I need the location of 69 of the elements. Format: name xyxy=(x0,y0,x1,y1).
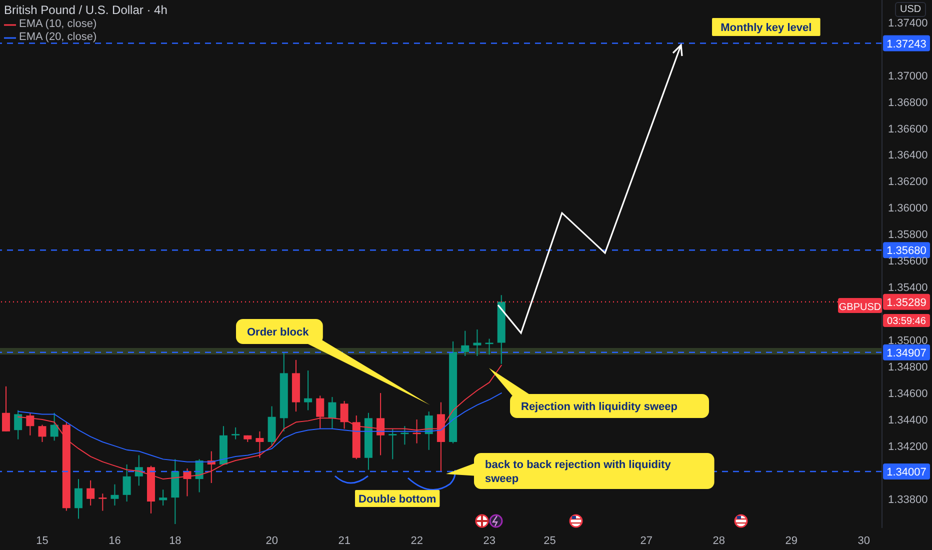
x-tick-label: 22 xyxy=(410,534,423,547)
chart-title: British Pound / U.S. Dollar · 4h xyxy=(4,3,168,17)
x-tick-label: 29 xyxy=(785,534,798,547)
y-tick-label: 1.35600 xyxy=(888,256,928,268)
candlestick xyxy=(134,454,143,486)
legend-label: EMA (20, close) xyxy=(18,31,97,44)
legend-label: EMA (10, close) xyxy=(18,18,97,31)
y-tick-label: 1.37000 xyxy=(888,70,928,82)
x-tick-label: 21 xyxy=(338,534,350,547)
candlestick xyxy=(2,386,10,432)
y-tick-label: 1.36800 xyxy=(888,96,928,109)
candlestick xyxy=(340,400,348,430)
y-tick-label: 1.35400 xyxy=(888,282,928,294)
candlestick xyxy=(256,430,264,458)
y-tick-label: 1.33800 xyxy=(888,494,928,506)
candlestick xyxy=(400,426,409,446)
candlestick xyxy=(388,428,397,460)
candlestick xyxy=(14,410,22,440)
candlestick xyxy=(304,370,312,411)
y-tick-label: 1.35000 xyxy=(888,334,928,347)
candlestick xyxy=(50,412,58,442)
x-tick-label: 18 xyxy=(169,534,182,547)
candlestick xyxy=(473,329,482,356)
x-tick-label: 16 xyxy=(108,534,121,547)
text: 03:59:46 xyxy=(887,316,926,327)
candlestick xyxy=(485,338,494,356)
candlestick xyxy=(316,395,324,430)
annotation: GBPUSD xyxy=(838,302,882,313)
x-tick-label: 20 xyxy=(266,534,278,547)
candlestick xyxy=(74,478,82,520)
y-tick-label: 1.36400 xyxy=(888,150,928,162)
y-tick-label: 1.34800 xyxy=(888,361,928,374)
candlestick xyxy=(26,412,34,436)
candlestick xyxy=(110,484,119,506)
ref-line-label: 1.37243 xyxy=(886,38,926,50)
x-tick-label: 23 xyxy=(483,534,496,547)
y-tick-label: 1.35800 xyxy=(888,229,928,242)
candlestick xyxy=(38,424,46,442)
y-tick-label: 1.34600 xyxy=(888,388,928,400)
ref-line-label: 1.35289 xyxy=(886,296,926,309)
candlestick xyxy=(86,480,95,506)
candlestick xyxy=(376,392,385,456)
annotation: Double bottom xyxy=(358,494,436,506)
y-tick-label: 1.36000 xyxy=(888,202,928,215)
x-tick-label: 27 xyxy=(640,534,653,547)
candlestick xyxy=(412,418,421,444)
candlestick xyxy=(328,396,336,430)
y-tick-label: 1.37400 xyxy=(888,17,928,30)
y-tick-label: 1.34400 xyxy=(888,414,928,426)
ref-line-label: 1.35680 xyxy=(886,245,926,258)
annotation: Order block xyxy=(247,326,310,338)
candlestick xyxy=(98,493,107,512)
y-axis-title: USD xyxy=(895,2,926,17)
y-tick-label: 1.34200 xyxy=(888,440,928,453)
candlestick xyxy=(232,426,240,440)
candlestick xyxy=(159,489,168,506)
candlestick xyxy=(461,330,470,356)
candlestick xyxy=(122,464,131,502)
x-tick-label: 15 xyxy=(36,534,48,547)
ref-line-label: 1.34007 xyxy=(886,466,926,478)
x-tick-label: 28 xyxy=(712,534,726,547)
annotation: back to back rejection with liquidity sweep xyxy=(485,459,672,485)
x-tick-label: 30 xyxy=(858,534,870,547)
ref-line-label: 1.34907 xyxy=(886,347,926,360)
annotation: Monthly key level xyxy=(720,22,812,34)
annotation: Rejection with liquidity sweep xyxy=(521,401,678,413)
y-tick-label: 1.36200 xyxy=(888,176,928,188)
x-tick-label: 25 xyxy=(544,534,556,547)
y-tick-label: 1.36600 xyxy=(888,123,928,136)
